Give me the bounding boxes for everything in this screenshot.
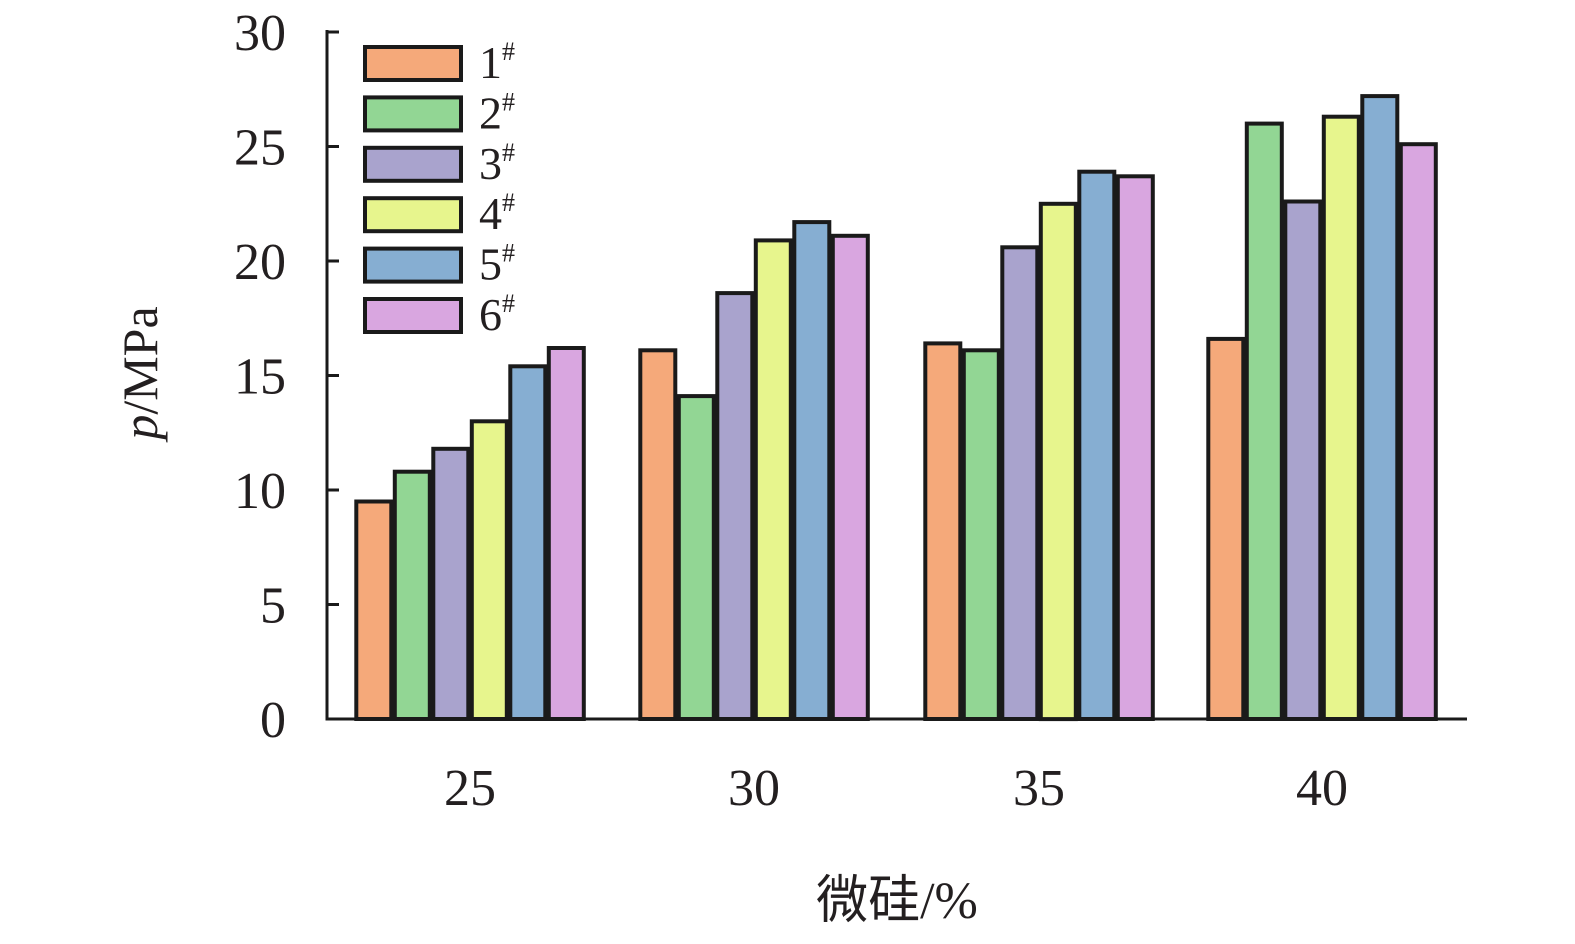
bar-series-4-cat-40 <box>1321 114 1361 721</box>
bar-series-3-cat-30 <box>715 291 755 721</box>
bars-layer <box>354 94 1438 722</box>
legend-swatch-4 <box>363 196 463 234</box>
legend-swatch-3 <box>363 145 463 183</box>
y-axis-label-symbol: p <box>112 415 168 443</box>
bar-series-3-cat-25 <box>431 446 471 721</box>
bar-series-6-cat-35 <box>1115 174 1155 722</box>
legend-swatch-6 <box>363 297 463 334</box>
y-tick-label: 10 <box>234 463 286 520</box>
y-tick-label: 20 <box>234 234 286 291</box>
legend-swatch-1 <box>363 45 463 82</box>
y-tick-label: 25 <box>234 120 286 177</box>
legend-label-6: 6# <box>479 289 515 340</box>
y-tick-label: 30 <box>234 5 286 62</box>
y-tick-label: 15 <box>234 349 286 406</box>
axes-layer: 0 5 10 15 20 25 30 25 30 35 40 <box>234 5 1467 817</box>
bar-series-3-cat-35 <box>1000 245 1040 722</box>
bar-series-5-cat-40 <box>1360 94 1400 722</box>
legend-label-1: 1# <box>479 37 515 88</box>
x-tick-label: 40 <box>1296 760 1348 817</box>
x-tick-label: 35 <box>1013 760 1065 817</box>
legend-label-2: 2# <box>479 87 515 138</box>
legend-swatch-5 <box>363 246 463 284</box>
x-tick-label: 30 <box>728 760 780 817</box>
bar-series-4-cat-30 <box>753 238 793 721</box>
bar-series-5-cat-30 <box>792 220 832 721</box>
legend-label-4: 4# <box>479 188 515 239</box>
y-axis-label: p/MPa <box>112 306 168 442</box>
bar-series-1-cat-30 <box>638 348 678 721</box>
legend-label-5: 5# <box>479 239 515 290</box>
y-axis-label-unit: /MPa <box>112 306 168 414</box>
bar-series-6-cat-25 <box>546 346 586 721</box>
bar-series-4-cat-25 <box>469 419 509 721</box>
bar-series-6-cat-40 <box>1398 142 1438 721</box>
legend-label-3: 3# <box>479 138 515 189</box>
y-tick-label: 0 <box>260 692 286 749</box>
bar-series-1-cat-35 <box>923 341 963 721</box>
bar-series-2-cat-30 <box>676 394 716 721</box>
bar-series-5-cat-25 <box>508 364 548 721</box>
bar-series-3-cat-40 <box>1283 199 1323 721</box>
bar-series-6-cat-30 <box>830 233 870 722</box>
bar-series-1-cat-40 <box>1206 336 1246 721</box>
bar-series-2-cat-25 <box>392 469 432 722</box>
bar-series-2-cat-35 <box>961 348 1001 721</box>
y-tick-label: 5 <box>260 578 286 635</box>
bar-series-2-cat-40 <box>1244 121 1284 722</box>
bar-series-5-cat-35 <box>1077 169 1117 721</box>
x-axis-label: 微硅/% <box>816 873 978 930</box>
bar-series-1-cat-25 <box>354 499 394 721</box>
legend-swatch-2 <box>363 95 463 133</box>
x-tick-label: 25 <box>444 760 496 817</box>
bar-series-4-cat-35 <box>1038 201 1078 722</box>
legend: 1#2#3#4#5#6# <box>363 37 515 340</box>
